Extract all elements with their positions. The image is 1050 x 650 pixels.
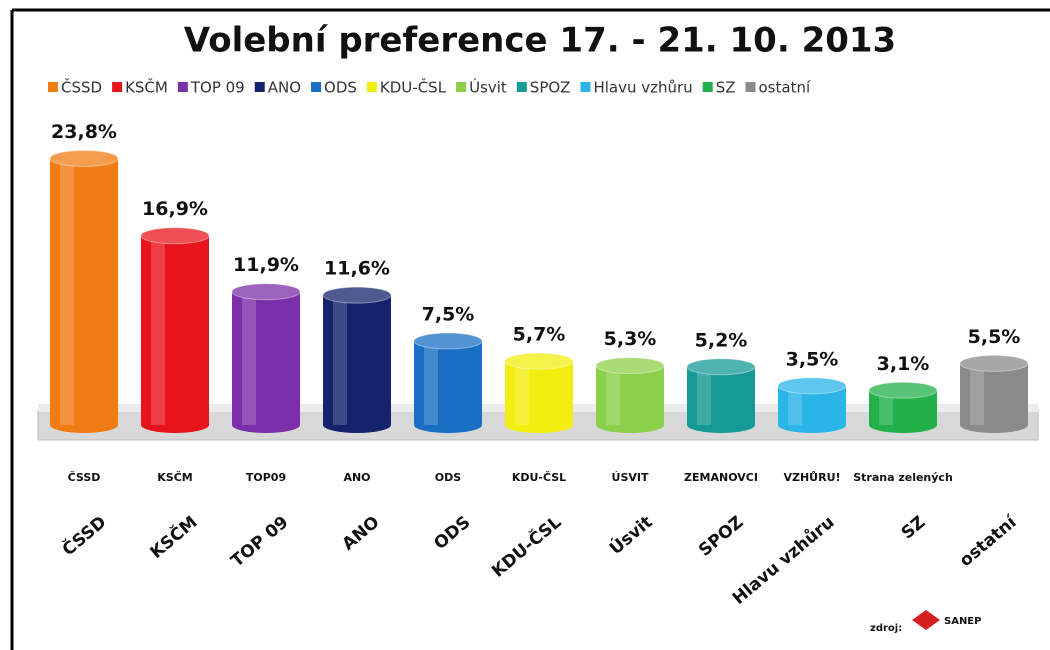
bar xyxy=(960,363,1028,425)
bar-top-shade xyxy=(960,355,1028,372)
value-label: 23,8% xyxy=(51,121,117,143)
bar-top-shade xyxy=(414,333,482,349)
legend-swatch xyxy=(456,82,467,92)
bar-shine xyxy=(242,291,256,425)
bar-top xyxy=(231,283,301,301)
bar-shine xyxy=(515,361,529,425)
bar-top-shade xyxy=(141,227,209,244)
bar xyxy=(323,295,391,425)
legend-swatch xyxy=(745,82,756,92)
legend-label: SZ xyxy=(716,79,736,97)
legend-swatch xyxy=(516,82,527,92)
bar xyxy=(50,158,118,425)
logo-text: VZHŮRU! xyxy=(783,471,840,484)
bar xyxy=(414,341,482,425)
logo-text: Strana zelených xyxy=(853,471,953,484)
bar-top xyxy=(686,358,756,376)
logo-text: ANO xyxy=(343,471,370,484)
bar-top xyxy=(49,149,119,167)
source: SANEP xyxy=(944,616,981,627)
bar-shine xyxy=(60,158,74,425)
value-label: 3,1% xyxy=(877,353,930,375)
value-label: 3,5% xyxy=(786,348,839,370)
value-label: 7,5% xyxy=(422,304,475,326)
bar-top-shade xyxy=(323,287,391,304)
bar-top-shade xyxy=(596,357,664,374)
legend-label: KDU-ČSL xyxy=(380,78,447,97)
bar-top xyxy=(777,377,847,395)
bar-shine xyxy=(697,366,711,425)
bar-top xyxy=(504,352,574,370)
logo-text: ÚSVIT xyxy=(612,471,649,484)
bar xyxy=(505,361,573,425)
legend-label: ČSSD xyxy=(61,78,102,97)
bar-shine xyxy=(788,385,802,425)
value-label: 5,7% xyxy=(513,324,566,346)
value-label: 16,9% xyxy=(142,198,208,220)
logo-text: ČSSD xyxy=(68,471,101,484)
legend-swatch xyxy=(254,82,265,92)
value-label: 11,6% xyxy=(324,258,390,280)
bar-top xyxy=(413,332,483,350)
legend-swatch xyxy=(311,82,322,92)
bar xyxy=(141,235,209,425)
source-label: zdroj: xyxy=(870,623,902,634)
logo-text: ZEMANOVCI xyxy=(684,471,758,484)
bar-top-shade xyxy=(687,358,755,375)
legend-label: ODS xyxy=(324,79,357,97)
bar-top xyxy=(959,354,1029,372)
bar-top xyxy=(322,286,392,304)
bar-top-shade xyxy=(50,150,118,167)
bar-shine xyxy=(333,295,347,425)
bar-top xyxy=(868,381,938,399)
value-label: 5,2% xyxy=(695,329,748,351)
legend-label: Úsvit xyxy=(469,78,507,97)
legend-swatch xyxy=(177,82,188,92)
bar-shine xyxy=(151,235,165,425)
chart-title: Volební preference 17. - 21. 10. 2013 xyxy=(184,21,896,61)
bar-shine xyxy=(424,341,438,425)
bar-top xyxy=(595,357,665,375)
bar xyxy=(596,365,664,425)
legend-swatch xyxy=(702,82,713,92)
legend-swatch xyxy=(580,82,591,92)
legend-label: ANO xyxy=(268,79,301,97)
value-label: 5,3% xyxy=(604,328,657,350)
logo-text: TOP09 xyxy=(246,471,286,484)
logo-text: KDU-ČSL xyxy=(512,471,566,484)
source-logo xyxy=(912,610,940,630)
value-label: 11,9% xyxy=(233,254,299,276)
legend-label: SPOZ xyxy=(530,79,571,97)
bar-top-shade xyxy=(232,283,300,300)
bar xyxy=(232,291,300,425)
legend-swatch xyxy=(366,82,377,92)
legend-label: TOP 09 xyxy=(190,79,245,97)
bar-top-shade xyxy=(778,377,846,394)
bar-top xyxy=(140,227,210,245)
legend-label: Hlavu vzhůru xyxy=(593,79,692,97)
logo-text: KSČM xyxy=(157,471,192,484)
legend-swatch xyxy=(112,82,123,92)
legend-swatch xyxy=(48,82,58,92)
bar-top-shade xyxy=(869,382,937,399)
bar-shine xyxy=(879,390,893,425)
bar-shine xyxy=(606,365,620,425)
legend-label: KSČM xyxy=(125,78,168,97)
legend-label: ostatní xyxy=(759,79,811,97)
bar-shine xyxy=(970,363,984,425)
logo-text: ODS xyxy=(435,471,461,484)
bar-top-shade xyxy=(505,353,573,370)
value-label: 5,5% xyxy=(968,326,1021,348)
bar xyxy=(687,366,755,425)
